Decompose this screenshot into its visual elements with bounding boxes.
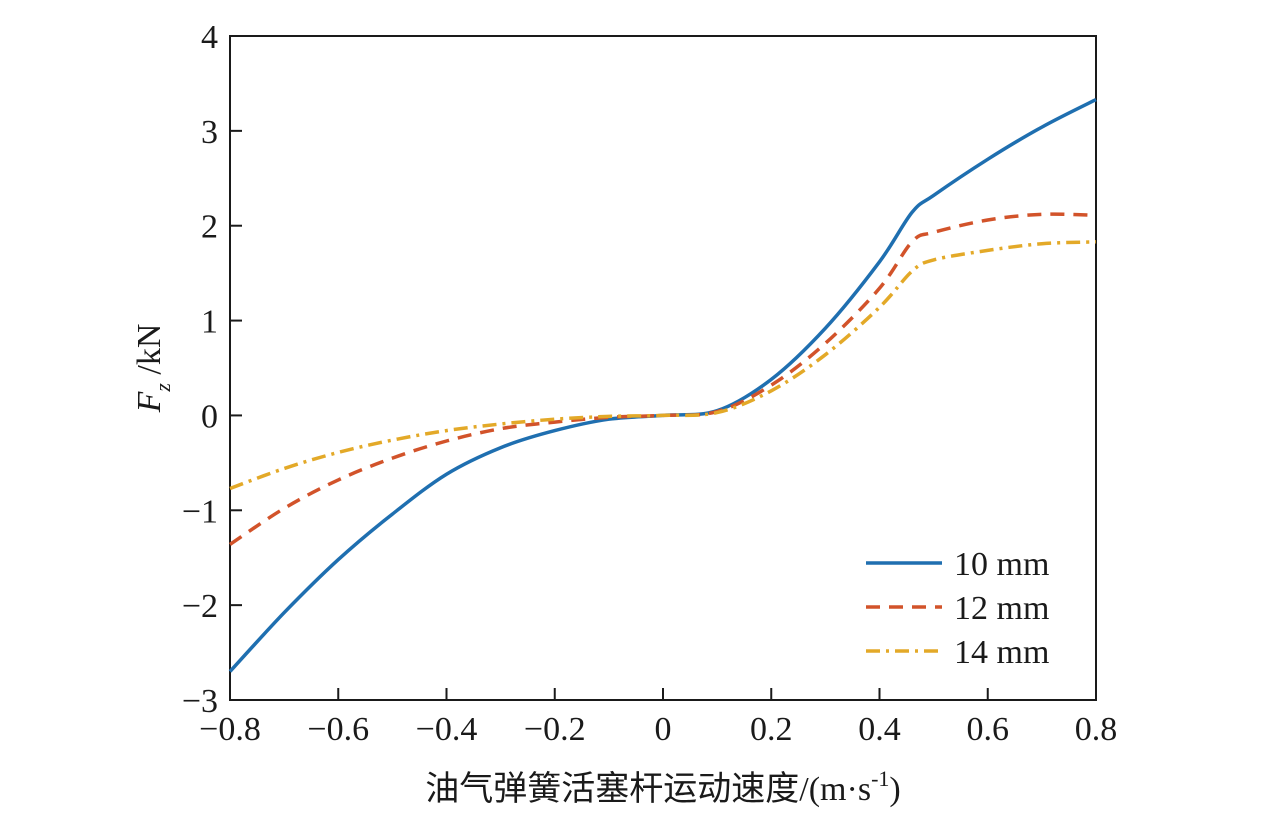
y-tick-label: −2 (182, 588, 218, 625)
y-tick-label: 1 (201, 304, 218, 341)
x-tick-label: −0.6 (307, 711, 369, 748)
y-tick-label: 0 (201, 398, 218, 435)
legend-label: 12 mm (954, 590, 1049, 627)
legend: 10 mm 12 mm 14 mm (866, 546, 1049, 671)
legend-label: 10 mm (954, 546, 1049, 583)
legend-label: 14 mm (954, 634, 1049, 671)
axis-ticks (229, 35, 1097, 701)
x-tick-label: 0.4 (858, 711, 901, 748)
x-tick-label: −0.8 (199, 711, 261, 748)
series-line-2 (229, 240, 1097, 491)
y-axis-title: Fz /kN (131, 324, 175, 414)
x-axis-title: 油气弹簧活塞杆运动速度/(m·s-1) (425, 766, 900, 808)
y-tick-label: −1 (182, 493, 218, 530)
y-tick-label: 4 (201, 19, 218, 56)
x-tick-label: 0 (655, 711, 672, 748)
x-tick-label: −0.4 (416, 711, 478, 748)
y-tick-labels: −3 −2 −1 0 1 2 3 4 (182, 19, 218, 720)
x-tick-labels: −0.8 −0.6 −0.4 −0.2 0 0.2 0.4 0.6 0.8 (199, 711, 1117, 748)
x-tick-label: −0.2 (524, 711, 586, 748)
series-line-0 (228, 98, 1097, 673)
series-line-1 (229, 212, 1097, 546)
y-tick-label: 2 (201, 209, 218, 246)
x-tick-label: 0.6 (967, 711, 1010, 748)
x-tick-label: 0.8 (1075, 711, 1118, 748)
series-lines (228, 98, 1097, 673)
y-tick-label: 3 (201, 114, 218, 151)
x-tick-label: 0.2 (750, 711, 793, 748)
y-tick-label: −3 (182, 683, 218, 720)
